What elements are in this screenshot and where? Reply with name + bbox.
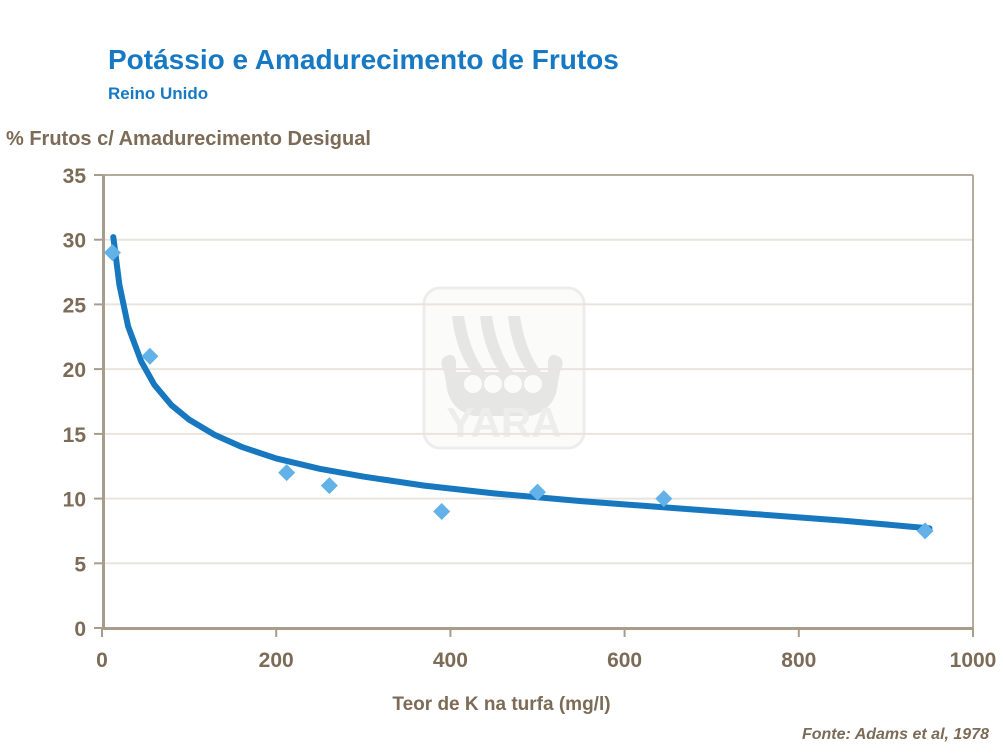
y-tick-label: 15 <box>63 424 87 447</box>
x-tick-label: 1000 <box>950 649 997 672</box>
x-axis-label: Teor de K na turfa (mg/l) <box>392 694 611 715</box>
data-point-marker <box>655 490 673 508</box>
chart-title: Potássio e Amadurecimento de Frutos <box>108 44 619 75</box>
x-tick-label: 400 <box>433 649 468 672</box>
x-tick-label: 600 <box>607 649 642 672</box>
data-point-markers <box>103 244 934 540</box>
y-tick-labels: 35 30 25 20 15 10 5 0 <box>63 165 87 641</box>
watermark-text: YARA <box>446 399 561 446</box>
data-point-marker <box>916 522 934 540</box>
y-tick-label: 20 <box>63 359 86 382</box>
source-note: Fonte: Adams et al, 1978 <box>801 726 989 743</box>
y-tick-label: 25 <box>63 294 87 317</box>
data-point-marker <box>141 347 159 365</box>
y-axis-label: % Frutos c/ Amadurecimento Desigual <box>6 128 371 150</box>
y-tick-label: 10 <box>63 489 86 512</box>
x-axis-ticks <box>101 628 974 637</box>
y-tick-label: 35 <box>63 165 87 188</box>
yara-watermark: YARA <box>422 286 586 450</box>
x-tick-label: 800 <box>781 649 816 672</box>
fit-curve-line <box>110 234 933 532</box>
y-tick-label: 5 <box>74 553 86 576</box>
data-point-marker <box>103 244 121 262</box>
gridlines <box>102 174 973 565</box>
data-point-marker <box>278 464 296 482</box>
y-tick-label: 0 <box>74 618 86 641</box>
y-tick-label: 30 <box>63 230 86 253</box>
data-point-marker <box>433 503 451 521</box>
axis-lines <box>102 175 973 630</box>
x-tick-labels: 0 200 400 600 800 1000 <box>96 649 996 672</box>
chart-subtitle: Reino Unido <box>108 84 209 103</box>
data-point-marker <box>320 477 338 495</box>
data-point-marker <box>529 483 546 501</box>
x-tick-label: 200 <box>259 649 294 672</box>
x-tick-label: 0 <box>96 649 108 672</box>
y-axis-ticks <box>94 174 102 629</box>
plot-frame <box>102 174 974 628</box>
